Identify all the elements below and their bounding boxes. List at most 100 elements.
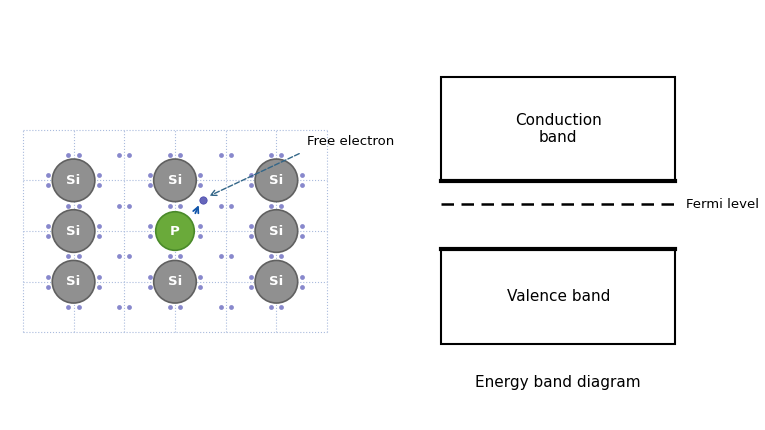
Point <box>42 222 54 229</box>
Point <box>225 151 237 158</box>
Point <box>214 202 226 209</box>
Point <box>113 202 125 209</box>
Circle shape <box>156 212 194 250</box>
Text: Si: Si <box>168 275 182 288</box>
Text: Si: Si <box>67 275 80 288</box>
Point <box>174 151 186 158</box>
Point <box>174 304 186 310</box>
Point <box>63 151 75 158</box>
Point <box>144 172 156 179</box>
Point <box>113 253 125 260</box>
Point <box>42 233 54 240</box>
Point <box>63 253 75 260</box>
Point <box>225 304 237 310</box>
Point <box>174 253 186 260</box>
Point <box>63 304 75 310</box>
Point <box>214 253 226 260</box>
Point <box>93 172 105 179</box>
Point <box>123 202 135 209</box>
Point <box>113 304 125 310</box>
Point <box>194 172 207 179</box>
Circle shape <box>52 261 95 303</box>
Text: Energy band diagram: Energy band diagram <box>475 375 641 390</box>
Point <box>295 233 308 240</box>
Point <box>42 182 54 189</box>
Circle shape <box>154 261 197 303</box>
Point <box>73 202 85 209</box>
Point <box>295 273 308 280</box>
Point <box>214 304 226 310</box>
Point <box>164 253 176 260</box>
Text: Conduction
band: Conduction band <box>515 113 601 145</box>
Text: Si: Si <box>67 224 80 237</box>
Point <box>144 233 156 240</box>
Point <box>214 151 226 158</box>
Point <box>73 151 85 158</box>
Text: Si: Si <box>168 174 182 187</box>
Point <box>93 283 105 290</box>
Text: Si: Si <box>269 174 284 187</box>
Point <box>194 273 207 280</box>
Text: Si: Si <box>269 224 284 237</box>
Circle shape <box>52 210 95 252</box>
Point <box>93 222 105 229</box>
Point <box>275 253 288 260</box>
Point <box>245 283 257 290</box>
Point <box>144 273 156 280</box>
Point <box>194 233 207 240</box>
Point <box>275 151 288 158</box>
Point <box>63 202 75 209</box>
Text: Fermi level: Fermi level <box>686 198 759 211</box>
Point <box>93 182 105 189</box>
Point <box>194 182 207 189</box>
Point <box>123 304 135 310</box>
Point <box>295 283 308 290</box>
Point <box>42 283 54 290</box>
Circle shape <box>255 159 298 202</box>
Point <box>265 202 278 209</box>
Point <box>265 253 278 260</box>
Text: Valence band: Valence band <box>506 289 610 304</box>
Point <box>113 151 125 158</box>
Point <box>194 222 207 229</box>
Circle shape <box>154 159 197 202</box>
Point <box>265 151 278 158</box>
Point <box>73 304 85 310</box>
Point <box>194 283 207 290</box>
Point <box>295 182 308 189</box>
Text: P: P <box>170 224 180 237</box>
Circle shape <box>52 159 95 202</box>
Point <box>73 253 85 260</box>
Point <box>245 222 257 229</box>
Point <box>144 182 156 189</box>
Point <box>144 222 156 229</box>
Point <box>42 273 54 280</box>
Text: Free electron: Free electron <box>307 135 394 148</box>
Point <box>265 304 278 310</box>
Point <box>295 172 308 179</box>
Point <box>275 202 288 209</box>
Point <box>174 202 186 209</box>
Point <box>123 253 135 260</box>
Point <box>245 182 257 189</box>
Circle shape <box>255 261 298 303</box>
Point <box>225 253 237 260</box>
Point <box>93 233 105 240</box>
Point <box>295 222 308 229</box>
Text: Si: Si <box>269 275 284 288</box>
Point <box>164 202 176 209</box>
Circle shape <box>255 210 298 252</box>
Point <box>42 172 54 179</box>
Point <box>245 273 257 280</box>
Point <box>164 304 176 310</box>
Point <box>197 196 209 203</box>
Point <box>275 304 288 310</box>
Point <box>245 233 257 240</box>
Text: Si: Si <box>67 174 80 187</box>
Point <box>144 283 156 290</box>
Point <box>225 202 237 209</box>
Point <box>164 151 176 158</box>
Point <box>123 151 135 158</box>
Point <box>93 273 105 280</box>
Point <box>245 172 257 179</box>
